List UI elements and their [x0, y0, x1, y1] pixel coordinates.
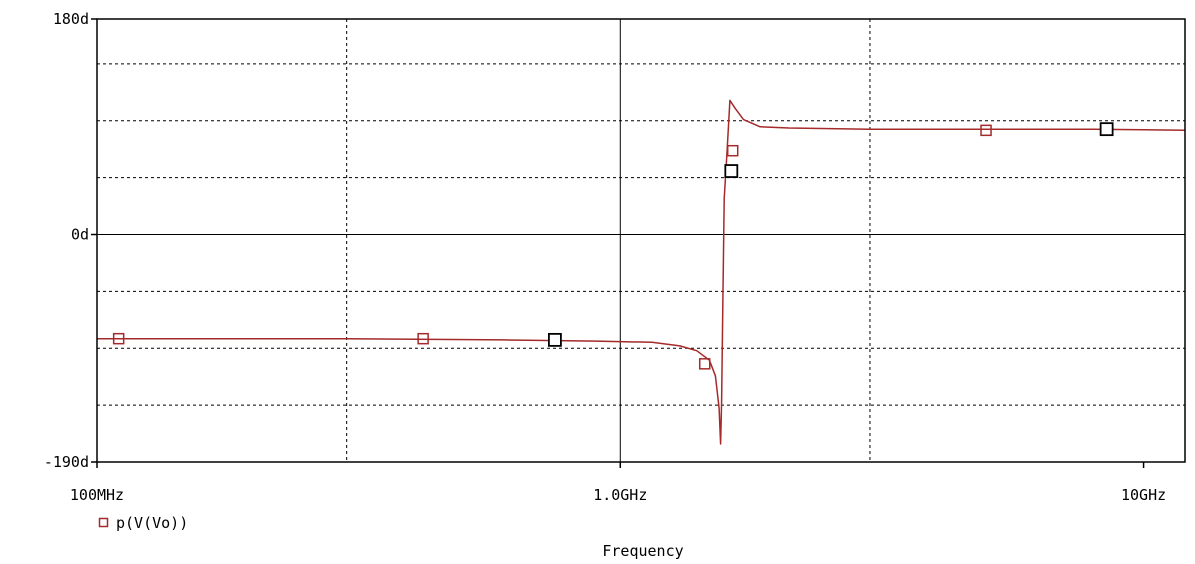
- series-marker: [417, 332, 429, 345]
- y-tick-label: 180d: [53, 10, 89, 28]
- x-tick-label: 1.0GHz: [593, 486, 647, 504]
- cursor-marker[interactable]: [548, 332, 562, 347]
- x-axis-ticks: 100MHz 1.0GHz 10GHz: [70, 462, 1166, 504]
- legend: p(V(Vo)): [98, 514, 188, 532]
- cursor-marker[interactable]: [1099, 122, 1114, 137]
- grid-lines: [97, 19, 1185, 462]
- cursor-marker[interactable]: [724, 164, 739, 178]
- series-marker: [726, 144, 739, 157]
- x-tick-label: 100MHz: [70, 486, 124, 504]
- series-marker: [980, 124, 992, 137]
- plot-frame: [96, 18, 1186, 463]
- y-axis-ticks: 180d 0d -190d: [44, 10, 97, 471]
- cursor-markers: [548, 122, 1114, 347]
- series-marker: [698, 358, 711, 370]
- x-tick-label: 10GHz: [1121, 486, 1166, 504]
- y-tick-label: 0d: [71, 226, 89, 244]
- y-tick-label: -190d: [44, 453, 89, 471]
- legend-label: p(V(Vo)): [116, 514, 188, 532]
- series-marker: [112, 332, 125, 345]
- legend-marker-icon: [98, 517, 109, 528]
- series-markers: [112, 124, 992, 370]
- series-line: [97, 99, 1186, 445]
- x-axis-label: Frequency: [602, 542, 683, 560]
- series-trace: [97, 99, 1186, 445]
